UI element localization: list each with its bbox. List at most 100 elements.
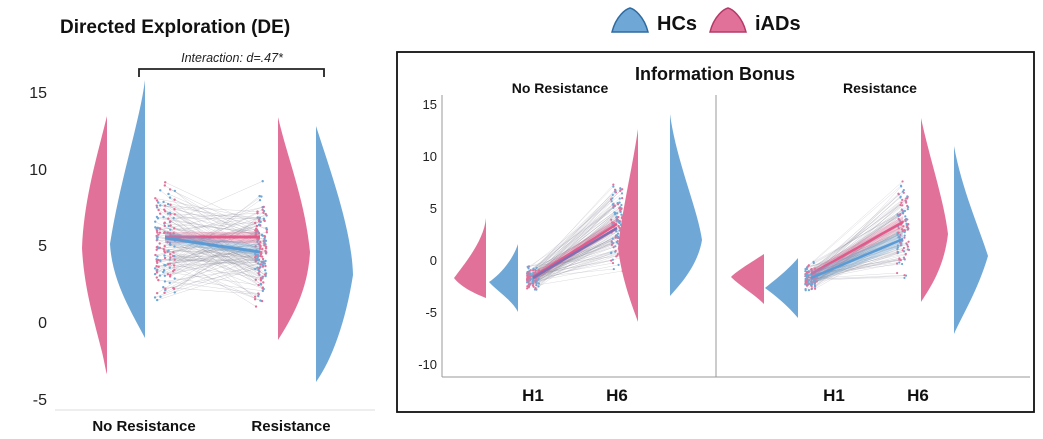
subject-line	[156, 222, 256, 273]
subject-line	[533, 253, 619, 279]
subject-dot	[254, 245, 257, 248]
subject-line	[533, 235, 618, 280]
subject-dot	[265, 226, 268, 230]
subject-dot	[526, 274, 529, 277]
subject-dot	[256, 240, 259, 243]
subject-line	[816, 272, 898, 279]
subject-dot	[901, 230, 904, 233]
subject-dot	[156, 268, 159, 271]
subject-dot	[810, 284, 813, 288]
subject-line	[164, 209, 263, 259]
subject-dot	[255, 229, 259, 233]
subject-dot	[155, 291, 159, 295]
subject-dot	[616, 232, 620, 235]
subject-line	[174, 210, 265, 293]
subject-line	[158, 250, 266, 261]
subject-dot	[155, 227, 159, 230]
subject-dot	[620, 213, 623, 216]
subject-line	[806, 185, 902, 268]
subject-line	[808, 220, 906, 291]
subject-dot	[804, 277, 807, 281]
subject-dot	[163, 231, 166, 234]
subject-line	[528, 190, 621, 274]
subject-line	[528, 219, 617, 276]
subject-dot	[157, 278, 160, 282]
subject-line	[168, 250, 259, 297]
subject-line	[159, 243, 259, 261]
subject-line	[173, 217, 264, 219]
subject-dot	[260, 276, 264, 279]
info-bonus-frame	[396, 51, 1035, 413]
subject-dot	[159, 204, 162, 207]
subject-line	[805, 258, 905, 282]
subject-line	[160, 263, 259, 298]
subject-dot	[155, 204, 158, 207]
subject-dot	[615, 230, 618, 233]
subject-dot	[173, 291, 176, 294]
subject-line	[807, 232, 899, 273]
subject-dot	[614, 245, 617, 248]
subject-dot	[810, 283, 814, 286]
subject-line	[174, 209, 258, 231]
subject-dot	[167, 249, 170, 252]
subject-dot	[906, 248, 909, 251]
subject-dot	[168, 262, 172, 265]
subject-line	[528, 252, 612, 283]
subject-dot	[529, 275, 532, 278]
de-ytick-label: 5	[38, 238, 47, 255]
subject-dot	[154, 220, 157, 223]
subject-dot	[534, 280, 537, 283]
subject-dot	[899, 196, 902, 199]
subject-line	[170, 244, 262, 281]
subject-line	[808, 181, 903, 266]
subject-dot	[613, 204, 616, 207]
subject-dot	[263, 242, 266, 245]
subject-dot	[258, 218, 261, 221]
subject-dot	[535, 266, 538, 269]
subject-line	[170, 221, 261, 230]
subject-line	[806, 219, 908, 286]
subject-line	[811, 229, 905, 283]
ib-mean-line-hc-no-resistance	[532, 226, 618, 280]
subject-line	[165, 261, 262, 266]
subject-line	[155, 221, 263, 278]
subject-dot	[167, 224, 170, 228]
subject-dot	[166, 231, 169, 234]
subject-dot	[166, 273, 170, 276]
subject-line	[536, 198, 613, 278]
subject-line	[535, 184, 614, 271]
subject-dot	[906, 218, 909, 221]
subject-dot	[534, 271, 537, 274]
subject-line	[167, 241, 260, 272]
subject-dot	[612, 246, 615, 249]
subject-dot	[904, 274, 908, 277]
subject-line	[173, 237, 258, 289]
subject-line	[528, 208, 622, 288]
subject-dot	[257, 258, 261, 262]
subject-dot	[528, 279, 531, 282]
subject-line	[813, 258, 900, 280]
subject-line	[805, 253, 906, 275]
subject-dot	[613, 213, 617, 216]
subject-dot	[256, 266, 259, 269]
ib-xtick-h1-resistance: H1	[823, 386, 845, 405]
subject-dot	[256, 253, 259, 257]
subject-dot	[535, 282, 538, 285]
subject-dot	[527, 272, 530, 275]
subject-line	[814, 202, 902, 269]
subject-dot	[899, 233, 902, 237]
subject-dot	[262, 240, 265, 243]
subject-line	[810, 238, 900, 275]
subject-dot	[814, 285, 817, 288]
subject-line	[174, 236, 260, 276]
subject-dot	[163, 184, 167, 187]
subject-dot	[906, 245, 910, 248]
subject-dot	[532, 279, 535, 282]
subject-dot	[164, 264, 167, 267]
subject-line	[806, 214, 898, 281]
subject-dot	[904, 199, 907, 202]
subject-dot	[616, 234, 619, 237]
subject-dot	[253, 298, 257, 301]
subject-dot	[905, 225, 909, 229]
